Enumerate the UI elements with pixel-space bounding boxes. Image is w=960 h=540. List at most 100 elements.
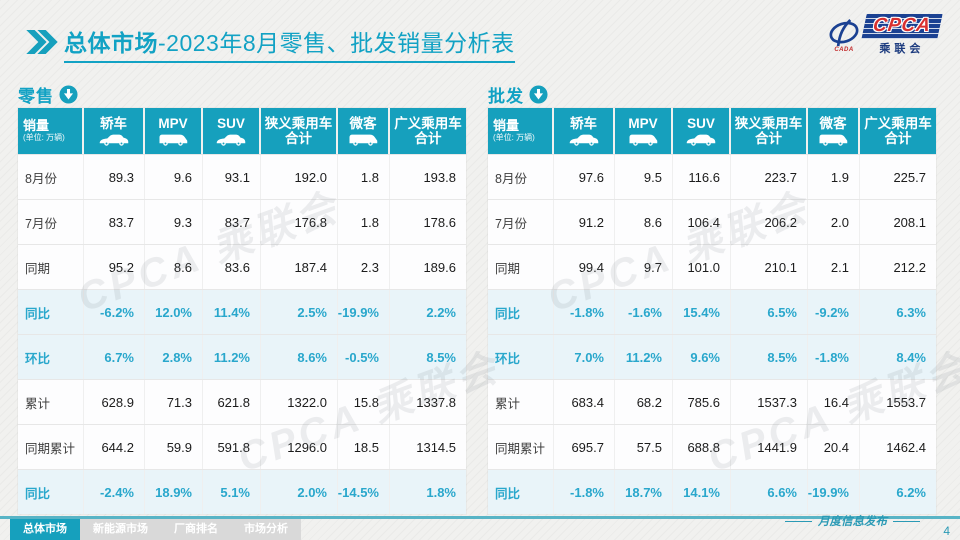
cell-value: 2.0% xyxy=(261,470,338,514)
row-label: 同比 xyxy=(18,290,84,334)
cell-value: 2.0 xyxy=(808,200,860,244)
row-label: 同期累计 xyxy=(18,425,84,469)
retail-table: 销量 (单位: 万辆) 轿车 MPV SUV 狭义乘用车 合计 微客 广义乘用车 合计 8月份 8… xyxy=(18,108,466,514)
row-label: 同期 xyxy=(488,245,554,289)
cell-value: 59.9 xyxy=(145,425,203,469)
cell-value: 2.5% xyxy=(261,290,338,334)
row-label: 7月份 xyxy=(488,200,554,244)
cell-value: 8.6 xyxy=(615,200,673,244)
table-header-row: 销量 (单位: 万辆) 轿车 MPV SUV 狭义乘用车 合计 微客 广义乘用车 合计 xyxy=(18,108,466,154)
cell-value: 1.8 xyxy=(338,200,390,244)
table-row: 环比 7.0% 11.2% 9.6% 8.5% -1.8% 8.4% xyxy=(488,334,936,379)
cell-value: 1537.3 xyxy=(731,380,808,424)
cell-value: -1.8% xyxy=(554,290,615,334)
cell-value: -19.9% xyxy=(808,470,860,514)
cell-value: 68.2 xyxy=(615,380,673,424)
column-header: 轿车 xyxy=(554,108,615,154)
cell-value: -1.8% xyxy=(808,335,860,379)
wholesale-section-head: 批发 xyxy=(488,82,936,106)
cell-value: 6.5% xyxy=(731,290,808,334)
cell-value: -14.5% xyxy=(338,470,390,514)
cell-value: 628.9 xyxy=(84,380,145,424)
cell-value: 5.1% xyxy=(203,470,261,514)
cell-value: 223.7 xyxy=(731,155,808,199)
table-row: 7月份 91.2 8.6 106.4 206.2 2.0 208.1 xyxy=(488,199,936,244)
column-header: 微客 xyxy=(808,108,860,154)
table-row: 8月份 89.3 9.6 93.1 192.0 1.8 193.8 xyxy=(18,154,466,199)
cell-value: 20.4 xyxy=(808,425,860,469)
column-header: MPV xyxy=(615,108,673,154)
cell-value: 95.2 xyxy=(84,245,145,289)
cell-value: -1.8% xyxy=(554,470,615,514)
table-row: 环比 6.7% 2.8% 11.2% 8.6% -0.5% 8.5% xyxy=(18,334,466,379)
cell-value: -2.4% xyxy=(84,470,145,514)
footer-divider xyxy=(0,516,960,519)
row-label: 同比 xyxy=(488,290,554,334)
cpca-text: CPCA xyxy=(871,15,933,36)
cell-value: 178.6 xyxy=(423,214,456,230)
column-header: 微客 xyxy=(338,108,390,154)
cell-value: 8.6% xyxy=(261,335,338,379)
cada-ellipse-icon: CADA xyxy=(826,18,862,53)
title-section: 总体市场 xyxy=(64,30,158,56)
cell-value: 683.4 xyxy=(554,380,615,424)
wholesale-table: 销量 (单位: 万辆) 轿车 MPV SUV 狭义乘用车 合计 微客 广义乘用车 合计 8月份 9… xyxy=(488,108,936,514)
down-arrow-circle-icon xyxy=(59,84,78,104)
cpca-wordmark: CPCA 乘联会 xyxy=(861,14,943,56)
table-row: 同比 -1.8% 18.7% 14.1% 6.6% -19.9% 6.2% xyxy=(488,469,936,514)
cell-value: 176.8 xyxy=(261,200,338,244)
wholesale-panel: 批发 销量 (单位: 万辆) 轿车 MPV SUV 狭义乘用车 合计 微客 广义乘用车 合计 8… xyxy=(488,82,936,514)
table-row: 7月份 83.7 9.3 83.7 176.8 1.8 178.6 xyxy=(18,199,466,244)
cell-value: 1314.5 xyxy=(416,439,456,455)
cell-value: 192.0 xyxy=(261,155,338,199)
cell-value: 16.4 xyxy=(808,380,860,424)
cell-value: 97.6 xyxy=(554,155,615,199)
microvan-icon xyxy=(819,134,848,146)
table-row: 同期 95.2 8.6 83.6 187.4 2.3 189.6 xyxy=(18,244,466,289)
tab-overall-market[interactable]: 总体市场 xyxy=(10,519,80,540)
cell-value: 9.6% xyxy=(673,335,731,379)
cell-value: 15.4% xyxy=(673,290,731,334)
tab-market-analysis[interactable]: 市场分析 xyxy=(231,519,301,540)
cell-value: 591.8 xyxy=(203,425,261,469)
retail-panel: 零售 销量 (单位: 万辆) 轿车 MPV SUV 狭义乘用车 合计 微客 广义乘用车 合计 8… xyxy=(18,82,466,514)
table-row: 同期累计 644.2 59.9 591.8 1296.0 18.5 1314.5 xyxy=(18,424,466,469)
table-row: 累计 628.9 71.3 621.8 1322.0 15.8 1337.8 xyxy=(18,379,466,424)
cell-value: 8.5% xyxy=(731,335,808,379)
row-label: 累计 xyxy=(18,380,84,424)
cell-value: 11.2% xyxy=(615,335,673,379)
cell-value: 8.6 xyxy=(145,245,203,289)
logo-subtitle: 乘联会 xyxy=(879,43,925,55)
cell-value: 99.4 xyxy=(554,245,615,289)
cell-value: 6.3% xyxy=(896,304,926,320)
sales-unit-header: 销量 (单位: 万辆) xyxy=(18,108,84,154)
cell-value: 187.4 xyxy=(261,245,338,289)
row-label: 累计 xyxy=(488,380,554,424)
cell-value: 1.8 xyxy=(338,155,390,199)
down-arrow-circle-icon xyxy=(529,84,548,104)
table-row: 同比 -1.8% -1.6% 15.4% 6.5% -9.2% 6.3% xyxy=(488,289,936,334)
cell-value: 7.0% xyxy=(554,335,615,379)
row-label: 7月份 xyxy=(18,200,84,244)
cell-value: -1.6% xyxy=(615,290,673,334)
cell-value: 1322.0 xyxy=(261,380,338,424)
cell-value: 1.8% xyxy=(426,484,456,500)
table-header-row: 销量 (单位: 万辆) 轿车 MPV SUV 狭义乘用车 合计 微客 广义乘用车 合计 xyxy=(488,108,936,154)
cell-value: 644.2 xyxy=(84,425,145,469)
table-row: 8月份 97.6 9.5 116.6 223.7 1.9 225.7 xyxy=(488,154,936,199)
tab-manufacturer-ranking[interactable]: 厂商排名 xyxy=(161,519,231,540)
cell-value: 6.2% xyxy=(896,484,926,500)
double-chevron-icon xyxy=(26,30,58,54)
sedan-icon xyxy=(99,134,128,146)
tab-nev-market[interactable]: 新能源市场 xyxy=(80,519,161,540)
mpv-icon xyxy=(159,134,188,146)
cell-value: 2.8% xyxy=(145,335,203,379)
page-title: 总体市场-2023年8月零售、批发销量分析表 xyxy=(64,24,515,63)
cell-value: 9.6 xyxy=(145,155,203,199)
cell-value: 9.5 xyxy=(615,155,673,199)
cell-value: 1.9 xyxy=(808,155,860,199)
suv-icon xyxy=(216,134,246,146)
cell-value: 2.3 xyxy=(338,245,390,289)
retail-section-label: 零售 xyxy=(18,86,54,106)
cpca-logo: CADA CPCA 乘联会 xyxy=(826,8,948,62)
